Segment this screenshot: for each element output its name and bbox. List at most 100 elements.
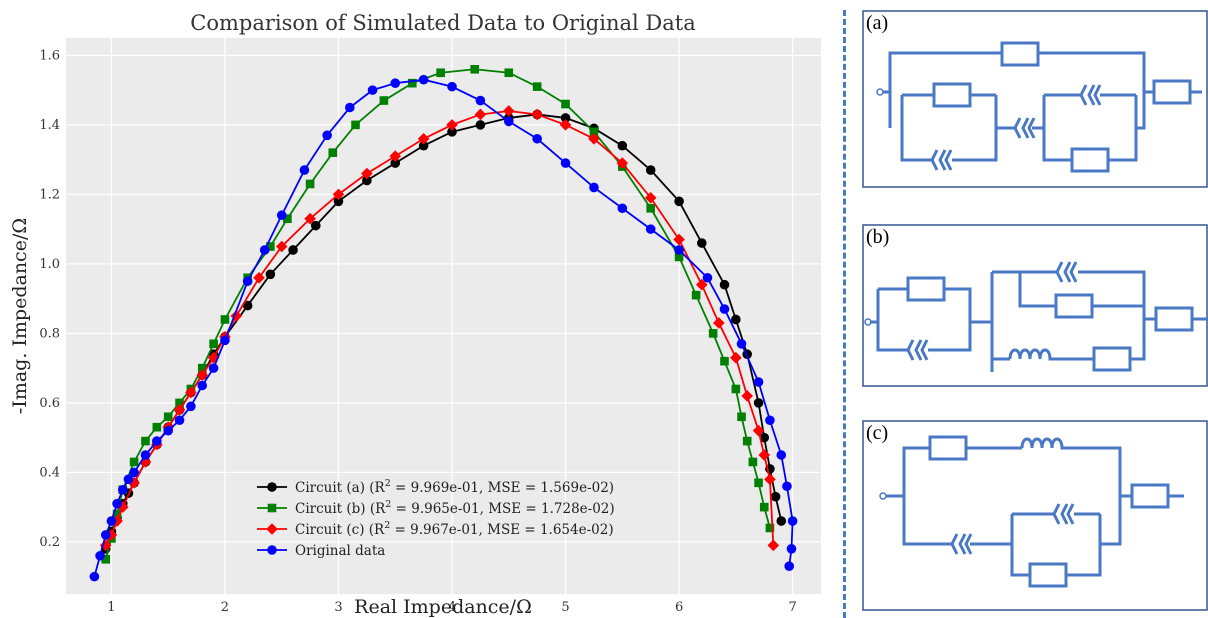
y-tick-label: 1.0 [39, 257, 60, 272]
data-point [737, 412, 746, 422]
data-point [767, 539, 780, 552]
data-point [436, 68, 445, 78]
data-point [474, 108, 487, 121]
legend-marker [267, 482, 277, 492]
x-tick-label: 4 [448, 600, 456, 615]
data-point [759, 432, 770, 443]
data-point [736, 339, 747, 349]
data-point [106, 516, 117, 526]
data-point [322, 130, 332, 141]
data-point [100, 530, 111, 540]
data-point [197, 363, 207, 373]
data-point [139, 456, 152, 468]
data-point [559, 119, 572, 131]
data-point [731, 384, 741, 394]
data-point [719, 279, 730, 290]
y-tick-label: 0.2 [39, 535, 60, 550]
data-point [141, 436, 150, 446]
data-point [764, 473, 776, 486]
y-tick-label: 0.4 [39, 465, 60, 480]
circuit-panel-a: (a) [862, 10, 1208, 188]
data-point [417, 132, 430, 145]
circuit-b-diagram [862, 224, 1208, 387]
data-point [152, 422, 162, 432]
series-1 [101, 64, 775, 564]
legend: Circuit (a) (R2 = 9.969e-01, MSE = 1.569… [257, 478, 615, 559]
data-point [304, 212, 316, 225]
data-point [163, 425, 173, 436]
data-point [196, 369, 209, 381]
data-point [197, 380, 208, 391]
data-point [173, 404, 186, 416]
circuit-c-diagram [862, 420, 1208, 611]
data-point [259, 245, 270, 255]
data-point [129, 467, 139, 478]
data-point [361, 167, 373, 180]
data-point [645, 224, 656, 234]
data-point [129, 457, 139, 467]
data-point [560, 158, 571, 168]
data-point [765, 523, 775, 533]
data-point [447, 81, 457, 92]
data-point [152, 436, 162, 446]
data-point [504, 68, 514, 78]
legend-marker [266, 523, 278, 535]
data-point [123, 474, 134, 485]
circuit-a-diagram [862, 10, 1208, 188]
x-tick-label: 5 [561, 600, 569, 615]
data-point [644, 192, 657, 204]
data-point [305, 179, 315, 189]
data-point [770, 491, 781, 502]
axis-ticks: 1 2 3 4 5 6 7 0.2 0.4 0.6 0.8 1.0 1.2 1.4 1.6 [39, 48, 796, 615]
data-point [275, 240, 288, 253]
data-point [617, 203, 628, 214]
x-tick-label: 6 [675, 600, 683, 615]
data-point [163, 412, 173, 422]
data-point [589, 127, 599, 137]
data-point [741, 390, 754, 402]
data-point [390, 158, 401, 168]
panel-divider [843, 10, 846, 618]
data-series [89, 64, 798, 582]
data-point [695, 278, 708, 291]
data-point [447, 127, 457, 137]
data-point [753, 377, 764, 387]
legend-entry: Circuit (b) (R2 = 9.965e-01, MSE = 1.728… [295, 499, 615, 517]
data-point [379, 96, 389, 105]
data-point [475, 95, 486, 106]
data-point [95, 550, 105, 561]
data-point [117, 484, 128, 495]
circuit-panel-b: (b) [862, 224, 1208, 387]
circuit-label-c: (c) [866, 422, 889, 444]
data-point [786, 544, 797, 554]
circuit-label-a: (a) [866, 12, 889, 34]
data-point [784, 561, 795, 571]
data-point [673, 233, 685, 246]
data-point [140, 450, 151, 460]
data-point [720, 356, 729, 366]
y-tick-label: 0.6 [39, 396, 60, 411]
data-point [616, 157, 629, 169]
data-point [418, 140, 429, 151]
data-point [185, 386, 197, 399]
x-tick-label: 3 [334, 600, 342, 615]
data-point [560, 113, 571, 123]
y-tick-label: 1.4 [39, 118, 60, 133]
data-point [351, 120, 360, 130]
x-tick-label: 7 [788, 600, 796, 615]
data-point [186, 401, 196, 412]
data-point [713, 317, 725, 329]
data-point [276, 210, 287, 221]
legend-entry: Original data [295, 543, 385, 559]
data-point [207, 351, 220, 364]
data-point [265, 269, 276, 280]
data-point [765, 415, 775, 426]
data-point [645, 165, 656, 175]
data-point [759, 502, 769, 512]
series-line [104, 68, 771, 560]
circuit-panel-c: (c) [862, 420, 1208, 611]
data-point [588, 132, 600, 145]
data-point [646, 203, 655, 213]
x-tick-label: 2 [221, 600, 229, 615]
data-point [390, 78, 401, 88]
